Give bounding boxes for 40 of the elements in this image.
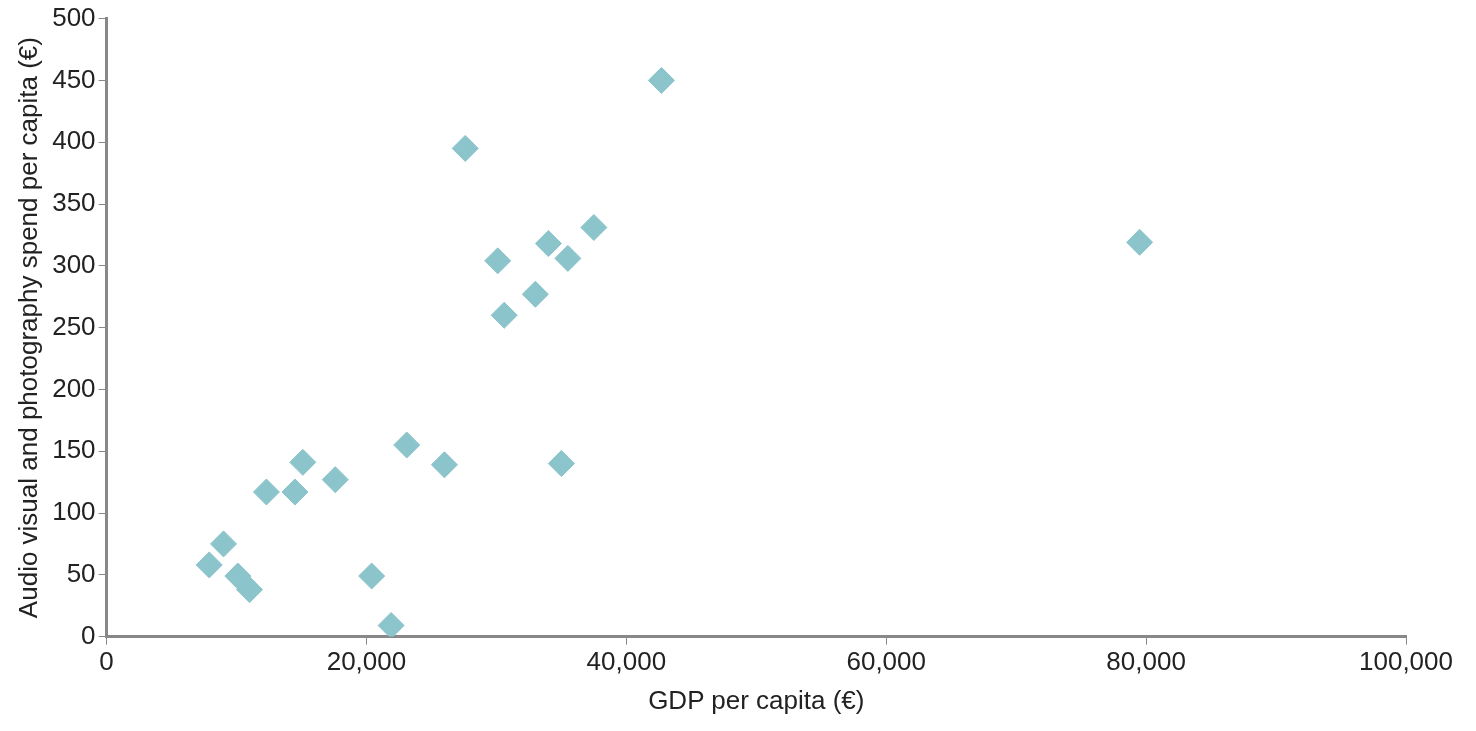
point (393, 431, 421, 459)
point (289, 448, 317, 476)
y-tick-label: 400 (52, 125, 96, 156)
point (534, 230, 562, 258)
point (236, 576, 264, 604)
point (358, 562, 386, 590)
y-tick-label: 350 (52, 187, 96, 218)
point (430, 451, 458, 479)
y-tick-label: 50 (66, 557, 96, 588)
x-tick-label: 60,000 (846, 646, 926, 677)
point (547, 450, 575, 478)
point (580, 213, 608, 241)
y-tick-label: 150 (52, 434, 96, 465)
point (1126, 228, 1154, 256)
point (195, 551, 223, 579)
x-tick-label: 100,000 (1359, 646, 1453, 677)
point (490, 301, 518, 329)
point (224, 562, 252, 590)
point (210, 530, 238, 558)
point (484, 247, 512, 275)
y-tick-label: 450 (52, 63, 96, 94)
y-tick-label: 500 (52, 1, 96, 32)
y-tick-label: 300 (52, 248, 96, 279)
x-tick-label: 80,000 (1106, 646, 1186, 677)
x-tick-label: 20,000 (326, 646, 407, 677)
point (281, 478, 309, 506)
y-tick-label: 0 (81, 619, 96, 650)
x-tick-label: 40,000 (586, 646, 667, 677)
point (451, 134, 479, 162)
point (647, 66, 675, 94)
y-tick-label: 250 (52, 310, 96, 341)
y-tick-label: 200 (52, 372, 96, 403)
point (321, 466, 349, 494)
point (377, 611, 405, 637)
x-axis-title: GDP per capita (€) (648, 684, 865, 715)
point (252, 478, 280, 506)
point (521, 280, 549, 308)
point (554, 244, 582, 272)
y-axis-title: Audio visual and photography spend per capita (€) (12, 37, 43, 619)
y-tick-label: 100 (52, 496, 96, 527)
